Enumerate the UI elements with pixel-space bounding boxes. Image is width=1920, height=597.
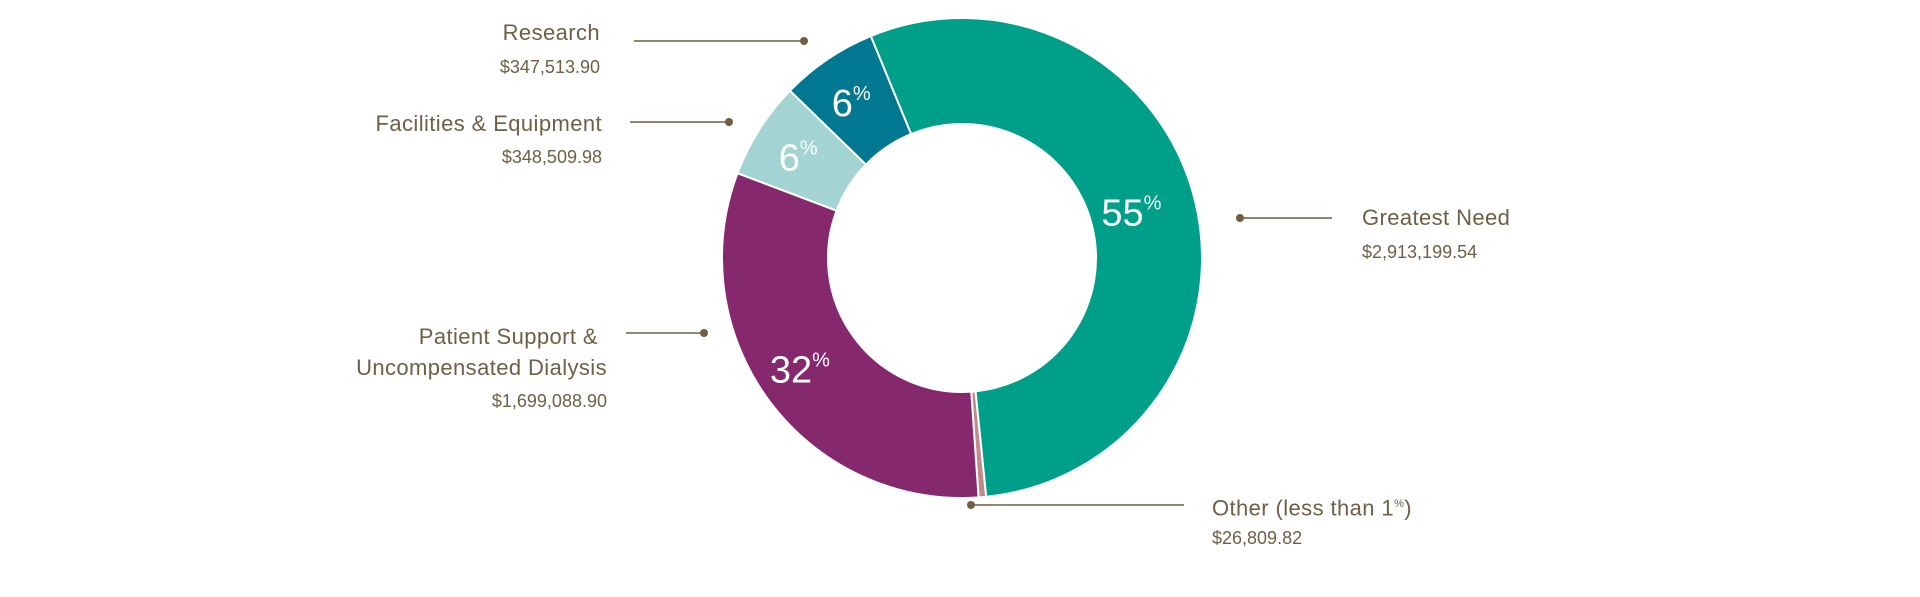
label-other-text: Other (less than 1 (1212, 495, 1395, 521)
leader-dot-greatest-need (1236, 214, 1244, 222)
pct-sign-patient-support: % (812, 350, 830, 372)
value-facilities: $348,509.98 (501, 147, 602, 167)
value-research: $347,513.90 (499, 57, 600, 77)
leader-dot-other (967, 501, 975, 509)
pct-sign-greatest-need: % (1144, 193, 1162, 215)
value-other: $26,809.82 (1212, 528, 1303, 548)
label-patient-support-line2: Uncompensated Dialysis (356, 355, 607, 380)
slice-patient-support (721, 171, 980, 499)
value-patient-support: $1,699,088.90 (491, 391, 607, 411)
label-greatest-need: Greatest Need (1362, 205, 1511, 230)
slice-greatest-need (869, 17, 1203, 498)
leader-dot-facilities (725, 118, 733, 126)
value-greatest-need: $2,913,199.54 (1362, 242, 1478, 262)
label-other: Other (less than 1%) (1212, 489, 1412, 523)
pct-label-facilities: 6% (779, 138, 818, 180)
label-research: Research (502, 20, 600, 45)
pct-sign-facilities: % (800, 138, 818, 160)
leader-dot-patient-support (700, 329, 708, 337)
leader-dot-research (800, 37, 808, 45)
label-other-percent: % (1394, 498, 1405, 510)
pct-sign-research: % (853, 83, 871, 105)
label-patient-support-line1: Patient Support & (418, 324, 598, 349)
label-other-close: ) (1404, 495, 1412, 521)
label-facilities: Facilities & Equipment (375, 111, 602, 136)
slice-research (788, 34, 913, 166)
